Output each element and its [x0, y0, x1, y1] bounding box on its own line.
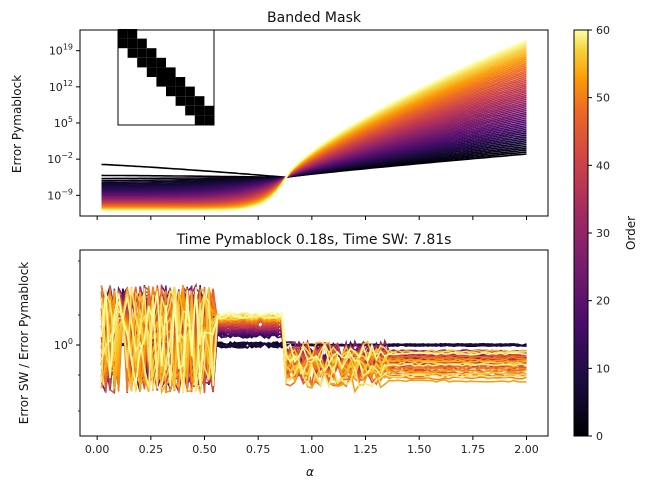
inset-cell	[156, 77, 166, 87]
bottom-series-group	[100, 282, 527, 396]
inset-cell	[175, 77, 186, 87]
colorbar-tick-label: 50	[596, 92, 610, 105]
colorbar-tick-label: 60	[596, 24, 610, 37]
banded-mask-inset	[117, 29, 215, 126]
top-axes: Banded Mask 10−9 10−2 105 1012 1019 Error Py…	[10, 10, 549, 220]
inset-cell	[175, 96, 186, 106]
bottom-series-line	[100, 286, 527, 392]
top-series-line	[101, 39, 527, 212]
inset-cell	[185, 86, 195, 97]
top-ytick-label: 1012	[49, 79, 73, 94]
inset-cell	[137, 48, 147, 58]
inset-cell	[194, 115, 205, 125]
inset-cell	[166, 67, 176, 77]
inset-cell	[185, 96, 195, 106]
inset-cell	[194, 96, 205, 106]
top-ticks: 10−9 10−2 105 1012 1019	[47, 43, 528, 220]
bottom-ylabel: Error SW / Error Pymablock	[17, 262, 31, 425]
bottom-xtick-label: 1.75	[461, 443, 486, 456]
colorbar-gradient	[573, 29, 589, 437]
inset-cell	[166, 77, 176, 87]
top-title: Banded Mask	[267, 10, 362, 26]
inset-cell	[137, 57, 147, 68]
bottom-series-line	[100, 287, 527, 393]
inset-cell	[127, 29, 138, 39]
bottom-ytick-label: 100	[54, 337, 73, 352]
inset-cell	[156, 57, 166, 68]
bottom-xtick-label: 1.00	[300, 443, 325, 456]
top-series-group	[101, 39, 527, 212]
top-ytick-label: 10−2	[47, 151, 73, 166]
inset-cell	[175, 86, 186, 97]
inset-cell	[166, 86, 176, 97]
bottom-xtick-label: 0.00	[85, 443, 110, 456]
inset-cell	[127, 38, 138, 49]
inset-cell	[194, 105, 205, 116]
top-ylabel: Error Pymablock	[10, 75, 24, 173]
bottom-xtick-label: 1.50	[407, 443, 432, 456]
bottom-axes: Time Pymablock 0.18s, Time SW: 7.81s 0.0…	[17, 232, 549, 479]
inset-cell	[118, 38, 128, 49]
top-ytick-label: 1019	[49, 43, 73, 58]
inset-cell	[127, 48, 138, 58]
bottom-xtick-label: 0.75	[246, 443, 271, 456]
inset-cell	[204, 115, 214, 125]
inset-cell	[146, 48, 157, 58]
colorbar: 0 10 20 30 40 50 60 Order	[573, 24, 638, 443]
bottom-ticks: 0.00 0.25 0.50 0.75 1.00 1.25 1.50 1.75 2.00 100	[54, 260, 539, 456]
bottom-xtick-label: 0.50	[192, 443, 217, 456]
colorbar-label: Order	[624, 216, 638, 250]
colorbar-tick-label: 30	[596, 227, 610, 240]
inset-cell	[146, 67, 157, 77]
inset-cell	[156, 67, 166, 77]
bottom-xtick-label: 1.25	[353, 443, 378, 456]
colorbar-tick-label: 0	[596, 430, 603, 443]
bottom-xtick-label: 0.25	[139, 443, 164, 456]
inset-cell	[137, 38, 147, 49]
colorbar-tick-label: 40	[596, 159, 610, 172]
bottom-xtick-label: 2.00	[514, 443, 539, 456]
top-ytick-label: 105	[54, 115, 73, 130]
top-ytick-label: 10−9	[47, 187, 73, 202]
inset-cell	[204, 105, 214, 116]
bottom-xlabel: α	[306, 465, 314, 479]
inset-cell	[185, 105, 195, 116]
bottom-series-line	[100, 288, 527, 388]
colorbar-tick-label: 10	[596, 362, 610, 375]
colorbar-ticks: 0 10 20 30 40 50 60	[588, 24, 610, 443]
bottom-plot-frame	[79, 249, 549, 437]
colorbar-tick-label: 20	[596, 295, 610, 308]
inset-cell	[146, 57, 157, 68]
bottom-title: Time Pymablock 0.18s, Time SW: 7.81s	[176, 232, 452, 248]
inset-cell	[118, 29, 128, 39]
